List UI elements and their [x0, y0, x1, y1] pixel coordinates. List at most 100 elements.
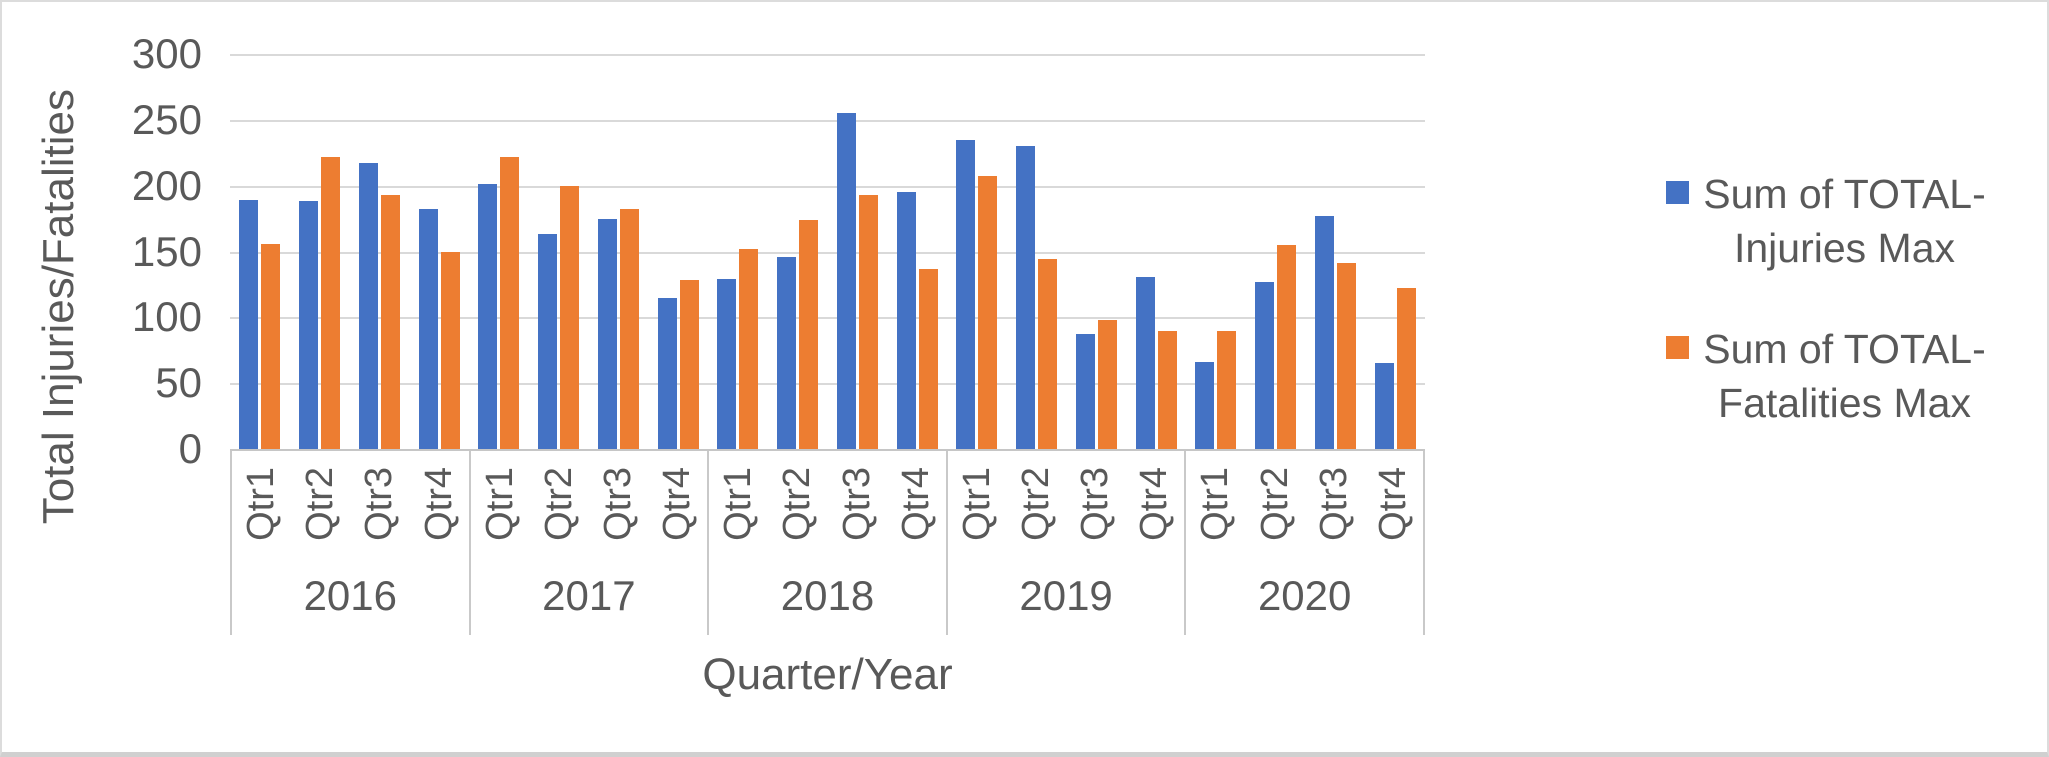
bar-injuries	[1314, 215, 1334, 449]
axis-group-2019: Qtr1 Qtr2 Qtr3 Qtr4 2019	[945, 451, 1185, 635]
y-tick-label: 200	[131, 161, 202, 209]
bar-injuries	[717, 279, 737, 449]
quarter-label-slot: Qtr2	[530, 451, 589, 557]
plot-area	[230, 54, 1425, 451]
legend-swatch-fatalities	[1666, 336, 1689, 359]
quarter-label-slot: Qtr4	[1125, 451, 1184, 557]
bar-fatalities	[1097, 319, 1117, 449]
quarter-label: Qtr4	[894, 467, 937, 541]
bar-slot-2017-qtr3	[589, 54, 649, 449]
bar-fatalities	[739, 248, 759, 449]
category-axis: Qtr1 Qtr2 Qtr3 Qtr4 2016 Qtr1 Qtr2 Qtr3 Qtr4 2017…	[230, 451, 1425, 635]
bar-slot-2018-qtr2	[768, 54, 828, 449]
y-tick-label: 100	[131, 293, 202, 341]
quarter-label: Qtr3	[358, 467, 401, 541]
bar-fatalities	[380, 194, 400, 449]
bar-fatalities	[679, 280, 699, 449]
bar-fatalities	[1157, 330, 1177, 449]
quarter-label: Qtr4	[417, 467, 460, 541]
gridline	[230, 383, 1425, 386]
quarter-label-row: Qtr1 Qtr2 Qtr3 Qtr4	[232, 451, 469, 557]
quarter-label: Qtr2	[776, 467, 819, 541]
quarter-label-slot: Qtr3	[1066, 451, 1125, 557]
quarter-label: Qtr1	[1194, 467, 1237, 541]
quarter-label: Qtr1	[955, 467, 998, 541]
bar-slot-2020-qtr4	[1365, 54, 1425, 449]
quarter-label: Qtr1	[240, 467, 283, 541]
quarter-label: Qtr3	[1074, 467, 1117, 541]
quarter-label-slot: Qtr2	[1246, 451, 1305, 557]
bar-fatalities	[858, 194, 878, 449]
bar-injuries	[1195, 362, 1215, 449]
bar-injuries	[777, 256, 797, 449]
quarter-label-slot: Qtr4	[1364, 451, 1423, 557]
legend-item-injuries: Sum of TOTAL-Injuries Max	[1666, 167, 1987, 275]
bar-fatalities	[1277, 244, 1297, 449]
quarter-label-slot: Qtr1	[948, 451, 1007, 557]
gridline	[230, 185, 1425, 188]
quarter-label-slot: Qtr1	[1186, 451, 1245, 557]
legend-label-injuries: Sum of TOTAL-Injuries Max	[1703, 171, 1986, 271]
y-tick-label: 50	[155, 359, 202, 407]
quarter-label-slot: Qtr1	[709, 451, 768, 557]
quarter-label-slot: Qtr2	[1007, 451, 1066, 557]
bar-injuries	[239, 200, 259, 449]
bar-series-container	[230, 54, 1425, 449]
bar-slot-2019-qtr3	[1067, 54, 1127, 449]
quarter-label-slot: Qtr3	[350, 451, 409, 557]
quarter-label-slot: Qtr4	[409, 451, 468, 557]
quarter-label-slot: Qtr3	[828, 451, 887, 557]
bar-group-2017	[469, 54, 708, 449]
legend-swatch-injuries	[1666, 181, 1689, 204]
legend-item-fatalities: Sum of TOTAL-Fatalities Max	[1666, 322, 1987, 430]
quarter-label: Qtr2	[299, 467, 342, 541]
bar-fatalities	[1336, 263, 1356, 449]
year-label: 2020	[1257, 572, 1352, 619]
bar-injuries	[836, 113, 856, 449]
bar-slot-2016-qtr2	[290, 54, 350, 449]
gridline	[230, 251, 1425, 254]
bar-slot-2019-qtr4	[1126, 54, 1186, 449]
bar-slot-2018-qtr4	[887, 54, 947, 449]
legend-label-fatalities: Sum of TOTAL-Fatalities Max	[1703, 326, 1986, 426]
bar-fatalities	[619, 209, 639, 449]
bar-slot-2020-qtr2	[1246, 54, 1306, 449]
quarter-label-slot: Qtr4	[887, 451, 946, 557]
bar-injuries	[597, 218, 617, 449]
bar-fatalities	[261, 243, 281, 449]
gridline	[230, 119, 1425, 122]
axis-group-2020: Qtr1 Qtr2 Qtr3 Qtr4 2020	[1184, 451, 1425, 635]
year-label: 2019	[1019, 572, 1113, 619]
bar-fatalities	[978, 176, 998, 449]
bar-injuries	[478, 184, 498, 449]
quarter-label: Qtr4	[1371, 467, 1414, 541]
bar-fatalities	[440, 251, 460, 449]
bar-group-2016	[230, 54, 469, 449]
bar-fatalities	[1217, 330, 1237, 449]
axis-group-2017: Qtr1 Qtr2 Qtr3 Qtr4 2017	[468, 451, 708, 635]
bar-slot-2017-qtr1	[469, 54, 529, 449]
year-label: 2016	[303, 572, 398, 619]
bar-fatalities	[321, 156, 341, 449]
quarter-label-slot: Qtr3	[1305, 451, 1364, 557]
legend: Sum of TOTAL-Injuries Max Sum of TOTAL-F…	[1666, 162, 2006, 482]
quarter-label: Qtr1	[478, 467, 521, 541]
y-axis-tick-labels: 300 250 200 150 100 50 0	[62, 2, 202, 752]
bar-injuries	[1135, 276, 1155, 449]
quarter-label: Qtr2	[1015, 467, 1058, 541]
quarter-label-slot: Qtr2	[291, 451, 350, 557]
bar-fatalities	[560, 185, 580, 449]
quarter-label-row: Qtr1 Qtr2 Qtr3 Qtr4	[948, 451, 1185, 557]
quarter-label: Qtr2	[1253, 467, 1296, 541]
bar-group-2019	[947, 54, 1186, 449]
bar-group-2020	[1186, 54, 1425, 449]
quarter-label-row: Qtr1 Qtr2 Qtr3 Qtr4	[709, 451, 946, 557]
quarter-label: Qtr3	[1312, 467, 1355, 541]
quarter-label: Qtr3	[835, 467, 878, 541]
bar-slot-2017-qtr4	[648, 54, 708, 449]
quarter-label-slot: Qtr3	[589, 451, 648, 557]
bar-fatalities	[799, 219, 819, 449]
bar-slot-2018-qtr1	[708, 54, 768, 449]
x-axis-title: Quarter/Year	[702, 650, 953, 699]
